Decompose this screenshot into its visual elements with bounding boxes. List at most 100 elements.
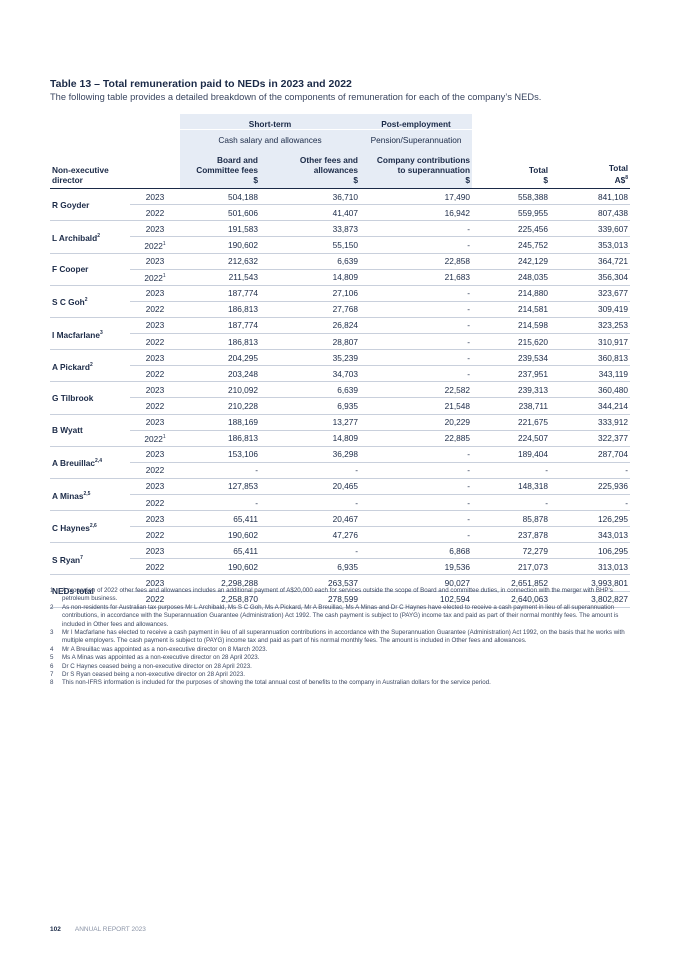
cell: 47,276 [260,526,361,544]
cell: 188,169 [180,414,260,431]
cell: 501,606 [180,204,260,222]
director-name: A Breuillac2,4 [50,446,130,479]
year: 2022 [130,591,180,608]
cell: - [360,236,473,254]
footnote: 5 Ms A Minas was appointed as a non-execu… [50,654,630,662]
cell: 221,675 [472,414,551,431]
cell: 127,853 [180,478,260,495]
data-row: 2022 186,813 27,768-214,581 309,419 [50,301,631,318]
cell: 210,228 [180,397,260,415]
data-row: G Tilbrook 2023 210,092 6,639 22,582 239,313 3… [50,381,631,415]
year: 2023 [130,574,180,592]
page-number: 102 [50,926,61,933]
director-name: F Cooper [50,253,130,286]
director-name: L Archibald2 [50,220,130,254]
cell: 356,304 [550,269,631,286]
cell: 339,607 [550,220,631,238]
cell: 2,651,852 [472,574,551,592]
year: 20221 [130,269,180,286]
cell: 204,295 [180,349,260,367]
note-ref: 1 [162,273,166,280]
cell: 211,543 [180,269,260,286]
cell: 2,258,870 [180,591,260,608]
cell: 214,880 [472,285,551,302]
cell: 217,073 [472,558,551,576]
cell: - [360,446,473,463]
footnote-text: This non-IFRS information is included fo… [62,679,491,687]
cell: 65,411 [180,542,260,560]
header-line: Non-executive [52,165,109,176]
cell: - [550,462,631,479]
cell: 558,388 [472,188,551,206]
cell: 210,092 [180,381,260,399]
cell: 13,277 [260,414,361,431]
year-text: 2022 [144,273,163,284]
cell: 34,703 [260,365,361,383]
cell: 21,548 [360,397,473,415]
year-text: 2023 [145,417,165,428]
footnote-number: 1 [50,587,54,594]
cell: 203,248 [180,365,260,383]
cell: 148,318 [472,478,551,495]
director-name: NEDs total [50,574,130,608]
cell: 55,150 [260,236,361,254]
year: 2022 [130,558,180,576]
cell: 72,279 [472,542,551,560]
data-row: 2022 501,606 41,407 16,942 559,955 807,438 [50,204,631,222]
cell: 28,807 [260,333,361,351]
cell: - [472,494,551,512]
cell: 225,456 [472,220,551,238]
cell: 344,214 [550,397,631,415]
year-text: 2022 [145,497,165,508]
year: 2023 [130,188,180,206]
cell: - [360,317,473,335]
cell: 16,942 [360,204,473,222]
note-ref: 2,4 [95,458,102,465]
cell: 186,813 [180,430,260,447]
data-row: 20221 190,602 55,150-245,752 353,013 [50,236,631,254]
year-text: 2022 [145,465,165,476]
cell: 153,106 [180,446,260,463]
data-row: B Wyatt 2023 188,169 13,277 20,229 221,675 333… [50,414,631,447]
data-row: 2022- - - - - [50,462,631,479]
cell: 214,581 [472,301,551,318]
note-ref: 2,5 [83,490,91,497]
year: 2023 [130,349,180,367]
cell: 212,632 [180,253,260,270]
cell: 225,936 [550,478,631,495]
data-row: A Minas2,5 2023 127,853 20,465-148,318 225,9… [50,478,631,512]
header-row: Non-executive director Board and Committee … [50,145,630,189]
cell: 2,298,288 [180,574,260,592]
year: 2023 [130,381,180,399]
note-ref: 7 [80,554,83,561]
year: 2022 [130,204,180,222]
note-ref: 1 [162,241,166,248]
cell: 238,711 [472,397,551,415]
cell: 807,438 [550,204,631,222]
column-header: Board and Committee fees $ [180,145,260,189]
year: 2022 [130,333,180,351]
cell: 190,602 [180,526,260,544]
note-ref: 2,6 [89,522,97,529]
subtitle: The following table provides a detailed … [50,92,542,102]
data-row: A Breuillac2,4 2023 153,106 36,298-189,404 2… [50,446,631,479]
cell: 65,411 [180,510,260,528]
header-line: Company contributions [376,155,471,166]
header-line: director [52,175,83,186]
year: 2023 [130,478,180,495]
year-text: 2023 [145,352,165,363]
year-text: 2022 [145,594,165,605]
name-text: G Tilbrook [52,392,94,403]
header-line: allowances [313,165,359,176]
cell: 239,313 [472,381,551,399]
cell: 190,602 [180,236,260,254]
name-text: S Ryan [52,554,81,565]
blank [50,130,180,146]
year-text: 2022 [144,434,163,445]
cell: 323,253 [550,317,631,335]
year: 2023 [130,317,180,335]
header-line: Committee fees [196,165,258,176]
year-text: 2023 [145,577,165,588]
cell: - [180,494,260,512]
footer-label: ANNUAL REPORT 2023 [74,926,146,933]
